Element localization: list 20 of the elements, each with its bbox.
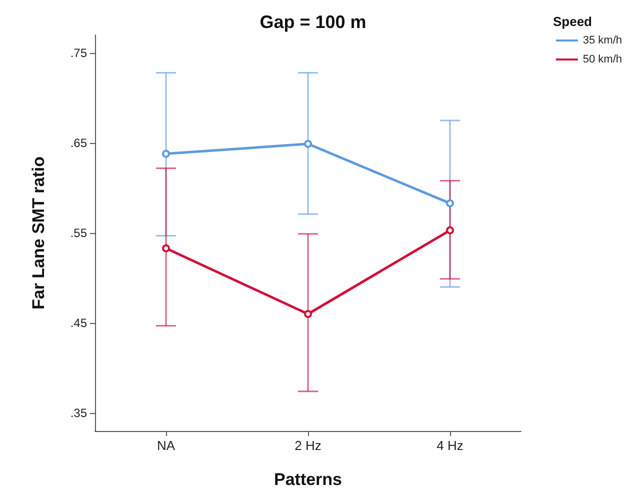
x-axis-title: Patterns xyxy=(274,470,342,489)
point xyxy=(446,199,454,208)
x-tick-label: 2 Hz xyxy=(294,438,322,453)
x-tick-label: NA xyxy=(156,438,176,453)
chart-title: Gap = 100 m xyxy=(260,12,366,32)
y-tick-label: .55 xyxy=(70,226,88,240)
legend-label: 35 km/h xyxy=(582,34,622,46)
legend-label: 50 km/h xyxy=(582,54,622,66)
y-tick-label: .75 xyxy=(70,46,88,60)
y-axis-title: Far Lane SMT ratio xyxy=(29,156,48,310)
y-tick-label: .65 xyxy=(70,136,88,150)
x-tick-label: 4 Hz xyxy=(436,438,464,453)
point xyxy=(162,244,170,252)
legend-title: Speed xyxy=(552,14,592,29)
point xyxy=(304,140,312,148)
y-tick-label: .35 xyxy=(70,406,88,420)
point xyxy=(304,310,312,318)
y-tick-label: .45 xyxy=(70,316,88,330)
point xyxy=(162,150,170,158)
point xyxy=(446,226,454,234)
